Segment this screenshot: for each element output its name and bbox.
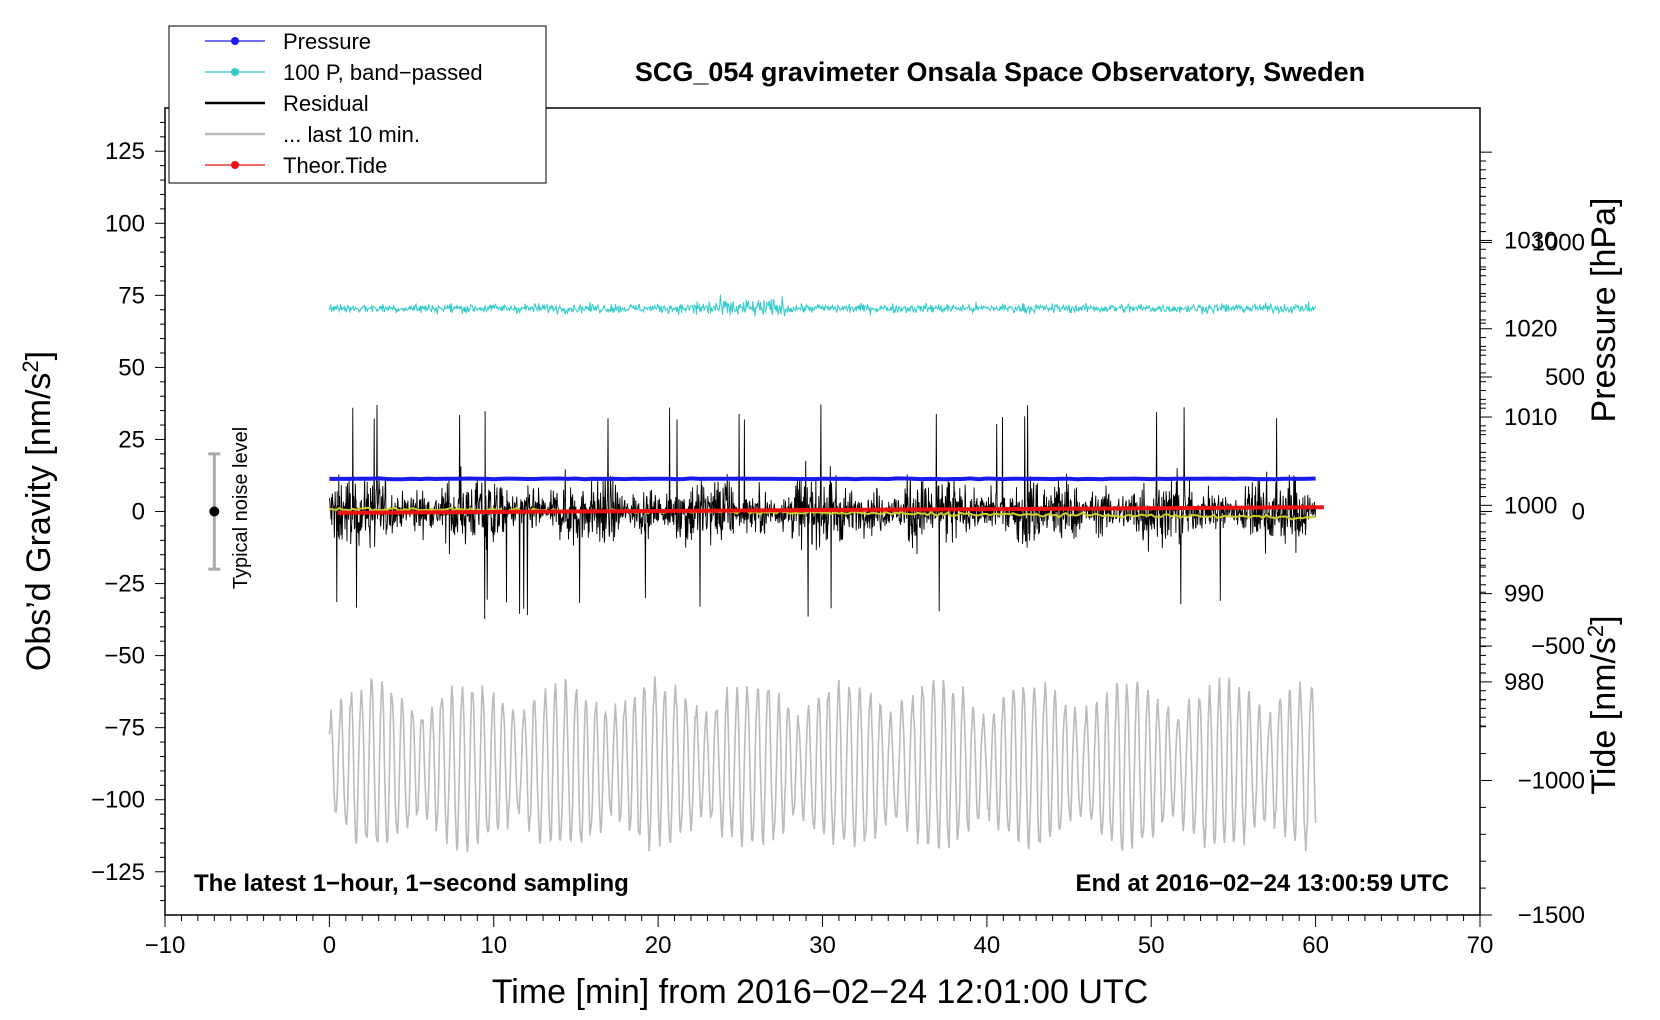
pressure-tick-label: 980 [1504, 669, 1544, 696]
annotation-sampling: The latest 1−hour, 1−second sampling [194, 870, 629, 897]
tide-title-sup: 2 [1583, 625, 1608, 637]
y-tick-label: 125 [105, 138, 145, 165]
x-axis-title: Time [min] from 2016−02−24 12:01:00 UTC [492, 973, 1148, 1011]
theoretical-tide-line [337, 505, 1324, 515]
noise-dot [209, 506, 220, 517]
x-tick-label: 0 [323, 932, 336, 959]
legend-swatch-marker [231, 68, 239, 76]
legend-label: ... last 10 min. [283, 122, 420, 147]
residual-smoothed-line [329, 506, 1316, 521]
noise-level-indicator: Typical noise level [208, 427, 252, 589]
tide-title-close: ] [1585, 615, 1623, 624]
y-tick-label: 75 [118, 282, 145, 309]
tide-tick-label: −1000 [1518, 768, 1585, 795]
x-tick-label: 60 [1302, 932, 1329, 959]
pressure-tick-label: 1030 [1504, 227, 1557, 254]
legend-box [168, 25, 547, 184]
axes-layer: −10 0 10 20 30 40 50 60 701251007550250−25−50−75… [91, 107, 1585, 959]
y-axis-title-pressure: Pressure [hPa] [1585, 198, 1623, 423]
x-tick-label: 30 [809, 932, 836, 959]
tide-tick-label: −500 [1531, 633, 1585, 660]
y-tick-label: −100 [91, 787, 145, 814]
noise-level-label: Typical noise level [230, 427, 252, 589]
pressure-tick-label: 1000 [1504, 492, 1557, 519]
pressure-bandpassed-line [328, 294, 1317, 317]
y-axis-title-tide: Tide [nm/s2] [1583, 615, 1623, 794]
y-tick-label: 0 [132, 499, 145, 526]
legend-entries: Pressure 100 P, band−passed Residual ... la… [205, 29, 483, 178]
residual-series-line [328, 404, 1317, 620]
tide-title-text: Tide [nm/s [1585, 637, 1623, 794]
tide-tick-label: 0 [1572, 499, 1585, 526]
tide-tick-label: 1000 [1532, 230, 1585, 257]
x-tick-label: 70 [1467, 932, 1494, 959]
pressure-tick-label: 1020 [1504, 316, 1557, 343]
legend-swatch-marker [231, 37, 239, 45]
y-tick-label: −75 [104, 715, 145, 742]
y-axis-title-close: ] [20, 351, 58, 360]
x-tick-label: −10 [145, 932, 186, 959]
y-tick-label: −50 [104, 643, 145, 670]
tide-tick-label: 500 [1545, 364, 1585, 391]
last-10-min-line [328, 676, 1317, 853]
legend-label: Theor.Tide [283, 153, 387, 178]
annotation-end-time: End at 2016−02−24 13:00:59 UTC [1075, 870, 1449, 897]
x-tick-label: 20 [645, 932, 672, 959]
x-tick-label: 40 [974, 932, 1001, 959]
legend-label: 100 P, band−passed [283, 60, 483, 85]
y-axis-title-text: Obs’d Gravity [nm/s [20, 373, 58, 672]
series-layer [328, 294, 1324, 853]
legend-swatch-marker [231, 161, 239, 169]
x-tick-label: 50 [1138, 932, 1165, 959]
pressure-tick-label: 1010 [1504, 404, 1557, 431]
legend-label: Pressure [283, 29, 371, 54]
legend-label: Residual [283, 91, 369, 116]
pressure-series-line [329, 476, 1316, 482]
y-tick-label: 25 [118, 426, 145, 453]
y-axis-title-sup: 2 [18, 360, 43, 372]
tide-tick-label: −1500 [1518, 902, 1585, 929]
y-axis-title-gravity: Obs’d Gravity [nm/s2] [18, 351, 58, 671]
chart-title: SCG_054 gravimeter Onsala Space Observat… [635, 57, 1365, 87]
y-tick-label: 100 [105, 210, 145, 237]
pressure-tick-label: 990 [1504, 581, 1544, 608]
x-tick-label: 10 [480, 932, 507, 959]
y-tick-label: −125 [91, 859, 145, 886]
y-tick-label: 50 [118, 354, 145, 381]
legend: Pressure 100 P, band−passed Residual ... la… [168, 25, 547, 184]
y-tick-label: −25 [104, 571, 145, 598]
